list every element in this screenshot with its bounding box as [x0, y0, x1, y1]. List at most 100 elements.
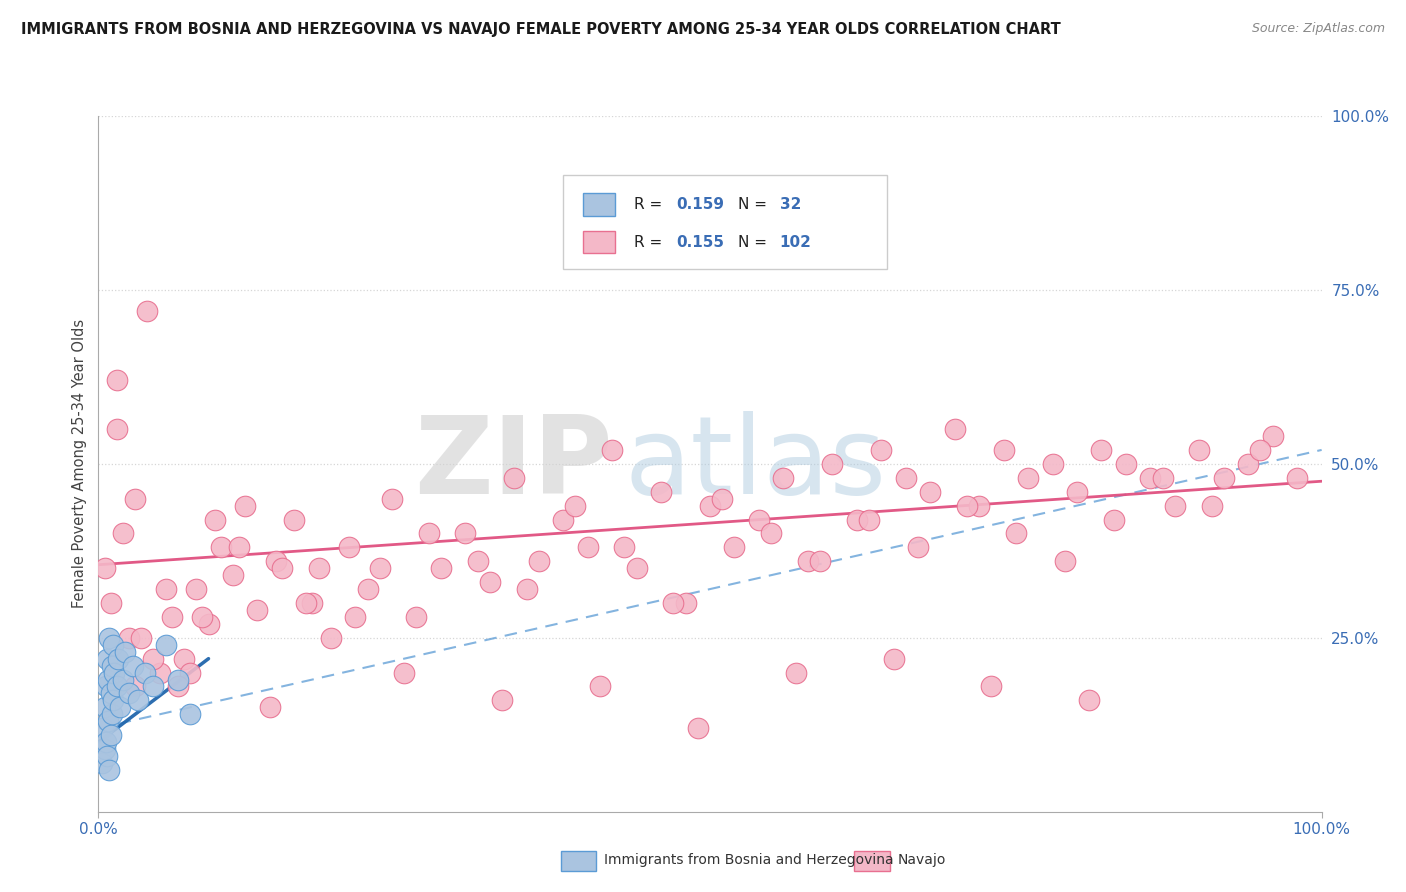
- Text: Navajo: Navajo: [897, 854, 946, 867]
- Point: [97, 673, 120, 687]
- Point: [1164, 499, 1187, 513]
- Point: [204, 512, 226, 526]
- Point: [100, 728, 122, 742]
- Point: [699, 499, 721, 513]
- Point: [392, 665, 416, 680]
- Point: [91, 756, 114, 770]
- Point: [197, 616, 219, 631]
- Point: [101, 707, 124, 722]
- Point: [576, 541, 599, 555]
- Point: [430, 561, 453, 575]
- Point: [186, 582, 208, 596]
- FancyBboxPatch shape: [583, 194, 614, 216]
- Point: [93, 700, 115, 714]
- Point: [94, 680, 117, 694]
- Point: [118, 686, 141, 700]
- Point: [1115, 457, 1137, 471]
- Point: [209, 541, 232, 555]
- Point: [107, 651, 129, 665]
- Point: [301, 596, 323, 610]
- Point: [179, 707, 201, 722]
- Point: [1212, 471, 1234, 485]
- Point: [356, 582, 378, 596]
- Point: [98, 763, 121, 777]
- Point: [1004, 526, 1026, 541]
- Point: [368, 561, 391, 575]
- Point: [527, 554, 550, 568]
- Point: [381, 491, 404, 506]
- Point: [295, 596, 318, 610]
- Point: [1053, 554, 1076, 568]
- Point: [907, 541, 929, 555]
- Text: 0.155: 0.155: [676, 235, 724, 250]
- Point: [943, 422, 966, 436]
- Point: [129, 631, 152, 645]
- Point: [772, 471, 794, 485]
- Point: [283, 512, 305, 526]
- Point: [686, 721, 709, 735]
- Point: [105, 373, 128, 387]
- Point: [1286, 471, 1309, 485]
- Point: [118, 631, 141, 645]
- Point: [105, 680, 128, 694]
- Point: [246, 603, 269, 617]
- FancyBboxPatch shape: [564, 175, 887, 269]
- Point: [264, 554, 287, 568]
- Point: [233, 499, 256, 513]
- Point: [134, 665, 156, 680]
- Point: [626, 561, 648, 575]
- Point: [127, 693, 149, 707]
- Point: [1188, 442, 1211, 457]
- Point: [222, 568, 245, 582]
- Point: [319, 631, 342, 645]
- Point: [858, 512, 880, 526]
- Point: [149, 665, 172, 680]
- Text: atlas: atlas: [624, 411, 886, 516]
- Point: [589, 680, 612, 694]
- Point: [121, 658, 143, 673]
- Point: [155, 638, 177, 652]
- Point: [405, 610, 427, 624]
- Point: [308, 561, 330, 575]
- Point: [808, 554, 831, 568]
- Point: [1237, 457, 1260, 471]
- Point: [160, 610, 183, 624]
- FancyBboxPatch shape: [583, 231, 614, 253]
- Point: [553, 512, 575, 526]
- Point: [142, 651, 165, 665]
- Point: [110, 700, 132, 714]
- Text: 0.159: 0.159: [676, 197, 724, 212]
- Point: [155, 582, 177, 596]
- Point: [1066, 484, 1088, 499]
- Point: [956, 499, 979, 513]
- Text: 102: 102: [780, 235, 811, 250]
- Point: [503, 471, 526, 485]
- Point: [114, 645, 136, 659]
- Point: [1078, 693, 1101, 707]
- Point: [1017, 471, 1039, 485]
- Text: N =: N =: [738, 235, 772, 250]
- Point: [894, 471, 917, 485]
- Point: [870, 442, 893, 457]
- Point: [136, 303, 159, 318]
- Text: Immigrants from Bosnia and Herzegovina: Immigrants from Bosnia and Herzegovina: [603, 854, 893, 867]
- Point: [111, 526, 134, 541]
- Point: [1090, 442, 1112, 457]
- Point: [785, 665, 807, 680]
- Point: [259, 700, 281, 714]
- Text: ZIP: ZIP: [413, 411, 612, 516]
- Point: [748, 512, 770, 526]
- Point: [167, 673, 190, 687]
- Point: [454, 526, 477, 541]
- Point: [1042, 457, 1064, 471]
- Point: [467, 554, 489, 568]
- Point: [111, 673, 134, 687]
- Point: [1261, 429, 1284, 443]
- Text: 32: 32: [780, 197, 801, 212]
- Point: [173, 651, 195, 665]
- Point: [723, 541, 745, 555]
- Point: [491, 693, 513, 707]
- Point: [418, 526, 440, 541]
- Point: [613, 541, 636, 555]
- Point: [179, 665, 201, 680]
